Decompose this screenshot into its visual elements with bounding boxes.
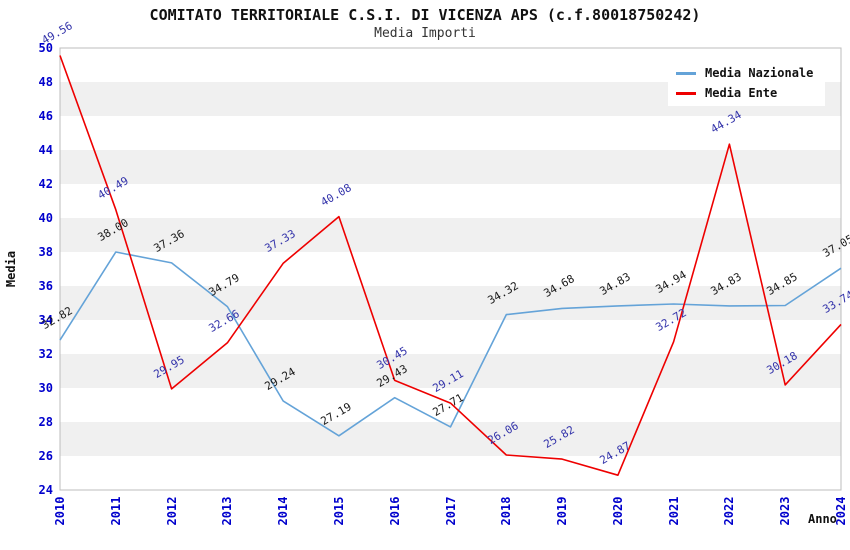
- x-tick-label: 2017: [443, 496, 458, 526]
- legend-item-media-ente: Media Ente: [676, 86, 813, 100]
- x-tick-label: 2015: [331, 496, 346, 526]
- legend-item-media-nazionale: Media Nazionale: [676, 66, 813, 80]
- grid-band: [60, 354, 841, 388]
- x-tick-label: 2010: [53, 496, 67, 526]
- x-tick-label: 2013: [220, 496, 235, 526]
- series-line-media-ente: [59, 55, 842, 477]
- x-tick-label: 2021: [666, 496, 681, 526]
- y-tick-label: 36: [38, 279, 53, 293]
- y-tick-label: 32: [38, 347, 53, 361]
- series-line-media-nazionale: [59, 251, 842, 437]
- y-tick-label: 24: [38, 483, 53, 497]
- y-tick-label: 28: [38, 415, 53, 429]
- x-tick-label: 2014: [276, 496, 291, 526]
- grid-band: [60, 286, 841, 320]
- x-tick-label: 2022: [722, 496, 737, 526]
- x-tick-label: 2023: [778, 496, 793, 526]
- y-tick-label: 30: [38, 381, 53, 395]
- x-tick-label: 2019: [555, 496, 570, 526]
- legend-label-nazionale: Media Nazionale: [705, 66, 814, 80]
- x-tick-label: 2011: [108, 496, 123, 526]
- x-axis-title: Anno: [808, 512, 837, 526]
- grid-band: [60, 218, 841, 252]
- x-tick-label: 2018: [499, 496, 514, 526]
- legend-line-swatch-ente: [676, 91, 696, 95]
- y-tick-label: 38: [38, 245, 53, 259]
- legend: Media Nazionale Media Ente: [668, 60, 826, 106]
- y-tick-label: 40: [38, 211, 53, 225]
- x-tick-label: 2012: [164, 496, 179, 526]
- y-tick-label: 48: [38, 75, 53, 89]
- y-axis-title: Media: [4, 250, 18, 288]
- y-tick-label: 46: [38, 109, 53, 123]
- chart-subtitle: Media Importi: [374, 26, 476, 41]
- x-tick-label: 2020: [610, 496, 625, 526]
- y-tick-label: 44: [38, 143, 53, 157]
- y-tick-label: 42: [38, 177, 53, 191]
- x-tick-label: 2016: [387, 496, 402, 526]
- legend-line-swatch-nazionale: [676, 71, 696, 75]
- y-tick-label: 26: [38, 449, 53, 463]
- y-tick-label: 50: [38, 41, 53, 55]
- y-tick-label: 34: [38, 313, 53, 327]
- legend-label-ente: Media Ente: [705, 86, 778, 100]
- chart-title: COMITATO TERRITORIALE C.S.I. DI VICENZA …: [149, 6, 701, 24]
- grid-band: [60, 150, 841, 184]
